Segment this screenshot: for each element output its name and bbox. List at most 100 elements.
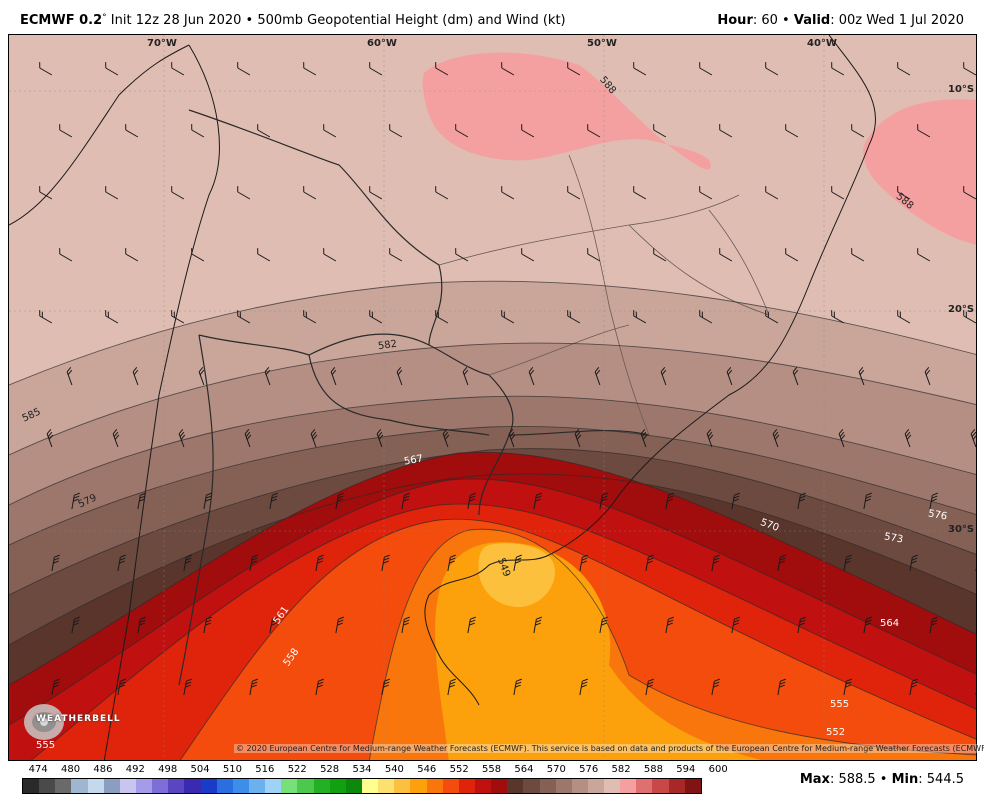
wind-barb <box>711 678 720 696</box>
wind-barb <box>237 310 251 324</box>
wind-barb <box>533 616 542 634</box>
wind-barb <box>599 616 608 634</box>
wind-barb <box>765 186 779 200</box>
coastlines <box>9 35 876 760</box>
wind-barb <box>653 124 667 138</box>
wind-barb <box>521 248 535 262</box>
wind-barb <box>501 62 515 76</box>
wind-barb <box>369 62 383 76</box>
wind-barb <box>858 367 865 386</box>
wind-barb <box>633 310 647 324</box>
max-label: Max <box>799 772 830 787</box>
wind-barb <box>521 124 535 138</box>
wind-barb <box>171 310 185 324</box>
colorbar-swatch <box>345 779 362 793</box>
wind-barb <box>435 186 449 200</box>
wind-barb <box>963 186 976 200</box>
graticule <box>9 35 976 760</box>
colorbar-swatch <box>152 779 169 793</box>
wind-barb <box>719 248 733 262</box>
wind-barb <box>237 62 251 76</box>
height-contours <box>9 280 976 760</box>
wind-barb <box>924 367 931 386</box>
wind-barb <box>533 492 542 510</box>
wind-barb <box>178 429 186 448</box>
colorbar-swatch <box>458 779 475 793</box>
map-header: ECMWF 0.2° Init 12z 28 Jun 2020 • 500mb … <box>0 0 984 34</box>
wind-barb <box>645 554 654 572</box>
contour-label: 555 <box>36 740 56 751</box>
wind-barb <box>137 616 146 634</box>
colorbar-swatch <box>39 779 56 793</box>
high-cell-north <box>422 52 711 170</box>
colorbar-label: 486 <box>93 764 113 775</box>
wind-barb <box>567 186 581 200</box>
colorbar-swatch <box>200 779 217 793</box>
wind-barb <box>574 429 582 448</box>
colorbar-swatch <box>604 779 621 793</box>
wind-barb <box>335 616 344 634</box>
wind-barb <box>904 429 912 448</box>
wind-barb <box>117 554 126 572</box>
wind-barb <box>653 248 667 262</box>
wind-barb <box>369 186 383 200</box>
wind-barb <box>599 492 608 510</box>
wind-barb <box>645 678 654 696</box>
colorbar-swatch <box>571 779 588 793</box>
wind-barb <box>699 62 713 76</box>
wind-barb <box>660 367 667 386</box>
wind-barb <box>303 310 317 324</box>
wind-barb <box>171 186 185 200</box>
map-title: ECMWF 0.2° Init 12z 28 Jun 2020 • 500mb … <box>20 13 566 28</box>
wind-barb <box>501 310 515 324</box>
wind-barb <box>323 124 337 138</box>
wind-barb <box>401 616 410 634</box>
wind-barb <box>237 186 251 200</box>
wind-barb <box>39 186 53 200</box>
colorbar-swatch <box>523 779 540 793</box>
state-borders <box>438 154 770 436</box>
wind-barb <box>792 367 799 386</box>
wind-barb <box>579 678 588 696</box>
colorbar-labels: 474 480 486 492 498 504 510 516 522 528 534 540 546 5… <box>22 764 728 778</box>
colorbar-label: 588 <box>643 764 663 775</box>
colorbar-swatch <box>119 779 136 793</box>
map-panel[interactable] <box>8 34 977 761</box>
wind-barb <box>785 248 799 262</box>
colorbar-label: 540 <box>384 764 404 775</box>
wind-barb <box>513 554 522 572</box>
colorbar-swatches <box>22 778 702 794</box>
wind-barb <box>191 124 205 138</box>
wind-barb <box>244 429 252 448</box>
wind-barb <box>929 492 938 510</box>
wind-barb <box>303 62 317 76</box>
wind-barb <box>765 62 779 76</box>
wind-barb <box>917 248 931 262</box>
colorbar-swatch <box>378 779 395 793</box>
wind-barb <box>51 554 60 572</box>
colorbar-swatch <box>474 779 492 793</box>
wind-barb <box>838 429 846 448</box>
longitude-label: 50°W <box>587 38 617 49</box>
wind-barb <box>772 429 780 448</box>
wind-barb <box>51 678 60 696</box>
colorbar-swatch <box>394 779 411 793</box>
colorbar-swatch <box>329 779 346 793</box>
colorbar-swatch <box>23 779 40 793</box>
colorbar-swatch <box>361 779 379 793</box>
wind-barb <box>467 492 476 510</box>
hour-label: Hour <box>717 13 753 28</box>
colorbar-swatch <box>55 779 72 793</box>
colorbar-swatch <box>442 779 459 793</box>
latitude-label: 10°S <box>948 84 975 95</box>
wind-barb <box>330 367 337 386</box>
wind-barb <box>71 616 80 634</box>
wind-barb <box>369 310 383 324</box>
wind-barb <box>970 429 976 448</box>
wind-barb <box>191 248 205 262</box>
min-value: : 544.5 <box>918 772 964 787</box>
colorbar-swatch <box>281 779 298 793</box>
wind-barb <box>105 186 119 200</box>
wind-barb <box>831 186 845 200</box>
wind-barb <box>396 367 403 386</box>
